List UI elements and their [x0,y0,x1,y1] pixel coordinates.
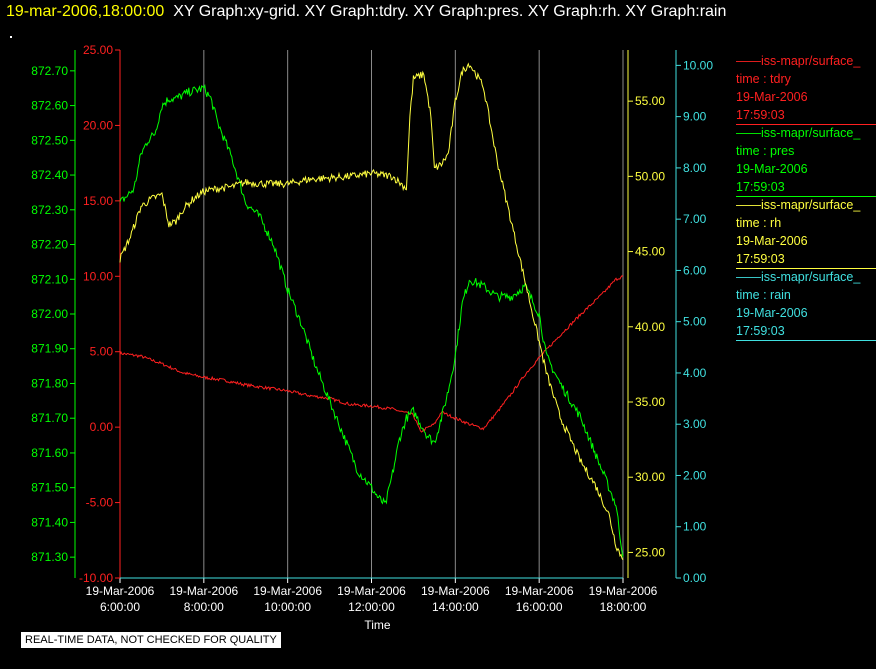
pres-tick-label: 872.10 [31,272,68,286]
rh-tick-label: 45.00 [635,245,665,259]
rh-tick-label: 25.00 [635,545,665,559]
x-tick-label: 19-Mar-2006 [86,584,155,598]
rain-tick-label: 4.00 [683,366,707,380]
rain-tick-label: 2.00 [683,468,707,482]
x-tick-label: 19-Mar-2006 [169,584,238,598]
legend-date-label: 19-Mar-2006 [736,90,808,104]
pres-tick-label: 871.80 [31,376,68,390]
legend-time-label: 17:59:03 [736,324,785,338]
pres-tick-label: 872.30 [31,203,68,217]
title-datetime: 19-mar-2006,18:00:00 [6,3,165,20]
legend-date-label: 19-Mar-2006 [736,234,808,248]
tdry-tick-label: 20.00 [83,118,113,132]
legend-line-label: ——iss-mapr/surface_ [736,54,861,68]
rain-tick-label: 0.00 [683,571,707,585]
legend-var-label: time : rh [736,216,782,230]
x-tick-label: 19-Mar-2006 [589,584,658,598]
rain-tick-label: 7.00 [683,212,707,226]
rain-tick-label: 10.00 [683,58,713,72]
x-tick-label: 19-Mar-2006 [337,584,406,598]
legend-date-label: 19-Mar-2006 [736,162,808,176]
legend-pres: ——iss-mapr/surface_ time : pres 19-Mar-2… [736,124,876,197]
pres-tick-label: 871.90 [31,342,68,356]
pres-tick-label: 871.70 [31,411,68,425]
pres-tick-label: 871.40 [31,515,68,529]
tdry-tick-label: 25.00 [83,43,113,57]
tdry-tick-label: -10.00 [79,571,113,585]
pres-tick-label: 871.30 [31,550,68,564]
pres-tick-label: 872.00 [31,307,68,321]
legend-var-label: time : rain [736,288,791,302]
pres-tick-label: 872.70 [31,64,68,78]
x-axis-label: Time [364,618,391,632]
x-tick-label: 12:00:00 [348,600,395,614]
rain-tick-label: 1.00 [683,520,707,534]
rh-tick-label: 55.00 [635,94,665,108]
legend-var-label: time : pres [736,144,795,158]
tdry-tick-label: 5.00 [90,345,114,359]
legend-date-label: 19-Mar-2006 [736,306,808,320]
legend-line-label: ——iss-mapr/surface_ [736,198,861,212]
pres-tick-label: 871.60 [31,446,68,460]
pres-tick-label: 872.50 [31,133,68,147]
legend-rain: ——iss-mapr/surface_ time : rain 19-Mar-2… [736,268,876,341]
pres-tick-label: 872.60 [31,99,68,113]
pres-tick-label: 872.20 [31,238,68,252]
legend-var-label: time : tdry [736,72,791,86]
pres-tick-label: 872.40 [31,168,68,182]
rh-tick-label: 30.00 [635,470,665,484]
x-tick-label: 10:00:00 [264,600,311,614]
tdry-tick-label: 0.00 [90,420,114,434]
decorative-dot [10,36,12,38]
rh-tick-label: 40.00 [635,320,665,334]
x-tick-label: 19-Mar-2006 [421,584,490,598]
x-tick-label: 8:00:00 [184,600,224,614]
quality-note: REAL-TIME DATA, NOT CHECKED FOR QUALITY [20,631,282,649]
series-line-rh [119,62,624,561]
series-line-tdry [119,275,624,433]
legend-line-label: ——iss-mapr/surface_ [736,270,861,284]
x-tick-label: 18:00:00 [600,600,647,614]
tdry-tick-label: 10.00 [83,269,113,283]
tdry-tick-label: -5.00 [86,496,114,510]
legend-time-label: 17:59:03 [736,108,785,122]
legend-tdry: ——iss-mapr/surface_ time : tdry 19-Mar-2… [736,52,876,125]
tdry-tick-label: 15.00 [83,194,113,208]
x-tick-label: 14:00:00 [432,600,479,614]
legend-time-label: 17:59:03 [736,180,785,194]
x-tick-label: 19-Mar-2006 [253,584,322,598]
legend-time-label: 17:59:03 [736,252,785,266]
x-tick-label: 16:00:00 [516,600,563,614]
pres-tick-label: 871.50 [31,481,68,495]
series-line-pres [119,83,624,558]
chart-title: 19-mar-2006,18:00:00 XY Graph:xy-grid. X… [6,3,726,21]
title-graph-list: XY Graph:xy-grid. XY Graph:tdry. XY Grap… [173,3,727,20]
rain-tick-label: 3.00 [683,417,707,431]
rain-tick-label: 8.00 [683,161,707,175]
rain-tick-label: 5.00 [683,315,707,329]
legend-line-label: ——iss-mapr/surface_ [736,126,861,140]
x-tick-label: 19-Mar-2006 [505,584,574,598]
rain-tick-label: 6.00 [683,263,707,277]
legend-rh: ——iss-mapr/surface_ time : rh 19-Mar-200… [736,196,876,269]
rh-tick-label: 50.00 [635,169,665,183]
x-tick-label: 6:00:00 [100,600,140,614]
rain-tick-label: 9.00 [683,110,707,124]
rh-tick-label: 35.00 [635,395,665,409]
